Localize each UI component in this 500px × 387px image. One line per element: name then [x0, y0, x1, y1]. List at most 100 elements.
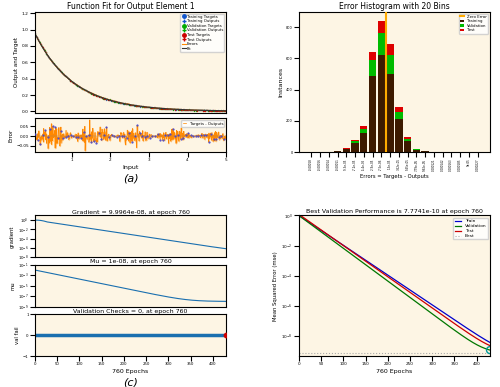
Training Outputs	[185, 106, 193, 113]
Training Outputs	[156, 105, 164, 111]
Test Outputs	[167, 106, 175, 112]
Bar	[395, 120, 402, 152]
Test Outputs	[122, 101, 130, 107]
Test Outputs	[182, 106, 190, 113]
Validation Targets	[125, 102, 133, 108]
Validation Targets	[198, 108, 206, 114]
Validation Outputs	[196, 107, 204, 113]
Training Targets	[158, 106, 166, 112]
Point	[154, 131, 162, 137]
Validation Targets	[104, 97, 112, 103]
Training Targets	[211, 108, 219, 114]
Training Targets	[97, 94, 105, 101]
Test Outputs	[101, 96, 109, 102]
Training Outputs	[51, 63, 59, 69]
Training Outputs	[143, 104, 151, 110]
Training Outputs	[150, 105, 158, 111]
Test Targets	[76, 84, 84, 90]
Training Targets	[162, 106, 170, 112]
Validation Targets	[220, 108, 228, 114]
Test Outputs	[114, 99, 122, 105]
Training Outputs	[172, 106, 180, 113]
Training Outputs	[53, 65, 61, 71]
Training Targets	[70, 79, 78, 86]
Training Targets	[86, 90, 94, 96]
Validation Targets	[58, 69, 66, 75]
Validation Targets	[207, 108, 215, 114]
Test Targets	[168, 106, 176, 112]
Test Targets	[53, 64, 61, 70]
Training Outputs	[48, 57, 56, 63]
Training Outputs	[44, 53, 52, 60]
Validation Outputs	[42, 49, 50, 55]
Validation Targets	[132, 103, 140, 109]
Test Targets	[166, 106, 174, 112]
Validation Outputs	[182, 107, 190, 113]
Validation Targets	[106, 97, 114, 103]
Training Targets	[180, 107, 188, 113]
Best	[412, 351, 418, 356]
Validation Targets	[140, 104, 148, 110]
Test Targets	[46, 55, 54, 61]
Validation Outputs	[82, 87, 90, 93]
Validation Targets	[184, 107, 192, 113]
Validation Targets	[211, 107, 219, 113]
Test Outputs	[170, 106, 178, 112]
Validation	[412, 299, 418, 303]
Training Targets	[58, 70, 66, 76]
Validation Outputs	[112, 99, 120, 105]
Validation Targets	[38, 43, 46, 49]
Validation Outputs	[68, 78, 76, 84]
Validation Outputs	[49, 60, 57, 66]
Point	[158, 137, 166, 144]
Test Outputs	[70, 80, 78, 86]
Training Outputs	[170, 106, 178, 112]
Test Targets	[48, 58, 56, 65]
Test Targets	[202, 108, 209, 114]
Validation Targets	[101, 95, 109, 101]
Validation Outputs	[106, 97, 114, 103]
Validation Targets	[147, 104, 155, 110]
Validation Outputs	[191, 106, 199, 113]
Training Outputs	[123, 101, 131, 107]
Training Outputs	[163, 106, 171, 112]
Validation Outputs	[108, 98, 116, 104]
Test Outputs	[44, 52, 52, 58]
Test Targets	[209, 107, 217, 113]
Validation	[418, 303, 424, 308]
Fit	[81, 87, 87, 92]
Training Outputs	[136, 103, 143, 109]
Validation Outputs	[90, 91, 98, 98]
Validation Outputs	[198, 108, 206, 114]
Validation Outputs	[114, 99, 122, 106]
Test Outputs	[213, 108, 221, 114]
Training Outputs	[215, 108, 223, 114]
Validation Outputs	[132, 102, 140, 108]
Validation Outputs	[95, 93, 103, 99]
Training Outputs	[160, 105, 168, 111]
Training Outputs	[192, 107, 200, 113]
Validation Outputs	[160, 105, 168, 111]
Validation Outputs	[140, 104, 148, 110]
Validation Outputs	[33, 34, 41, 40]
Point	[151, 133, 159, 139]
Validation Targets	[128, 103, 136, 109]
Test Outputs	[110, 98, 118, 104]
Test Targets	[158, 106, 166, 112]
Test Outputs	[84, 89, 92, 95]
Training Outputs	[204, 108, 212, 114]
Training Targets	[170, 106, 178, 112]
Training Outputs	[194, 107, 202, 113]
Validation Targets	[82, 88, 90, 94]
Validation Targets	[76, 84, 84, 91]
Test Outputs	[78, 85, 86, 91]
Validation Targets	[70, 80, 78, 86]
Validation Targets	[138, 103, 146, 110]
Training Outputs	[146, 104, 154, 110]
Validation Targets	[82, 87, 90, 93]
Point	[105, 134, 113, 140]
Training Targets	[146, 104, 154, 110]
Test Targets	[98, 94, 106, 101]
Validation Outputs	[60, 72, 68, 78]
Test Outputs	[104, 97, 112, 103]
